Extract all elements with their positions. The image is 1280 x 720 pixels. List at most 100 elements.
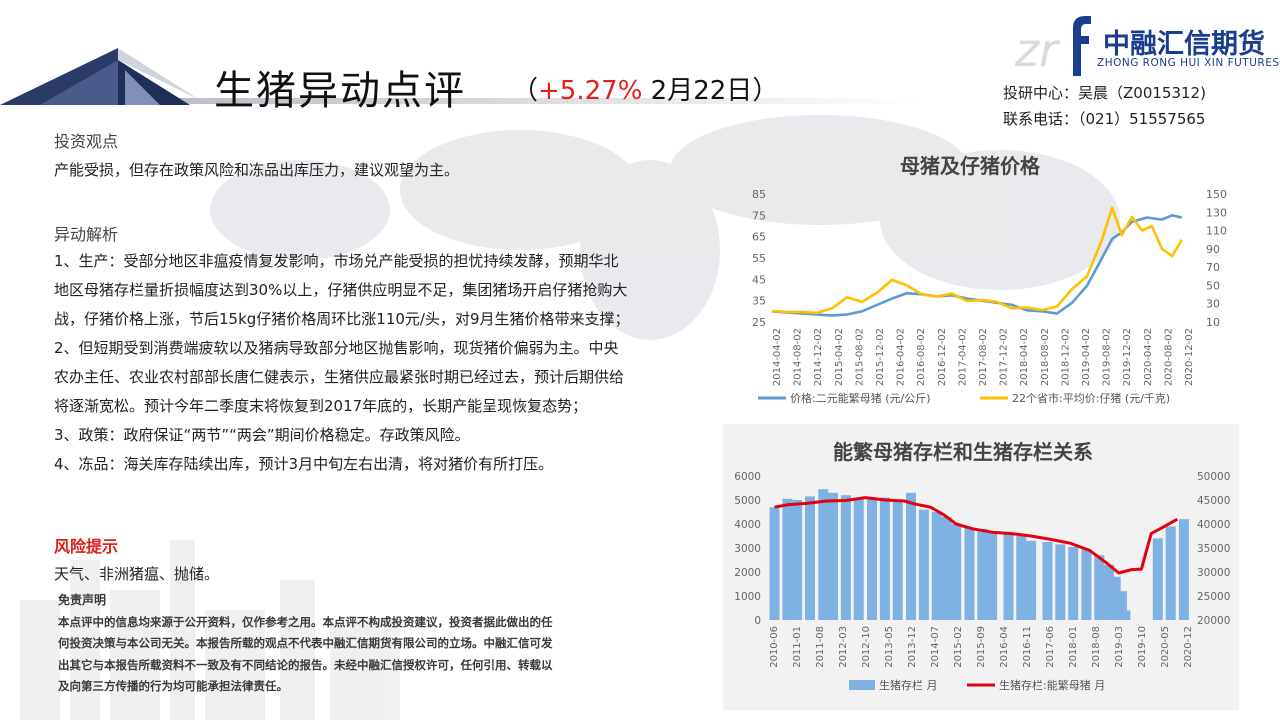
company-logo-icon: f <box>1067 16 1091 76</box>
analysis-line: 地区母猪存栏量折损幅度达到30%以上，仔猪供应明显不足，集团猪场开启仔猪抢购大 <box>54 281 628 299</box>
y-right-tick-label: 20000 <box>1197 615 1230 627</box>
svg-text:zr: zr <box>1014 23 1061 77</box>
bar <box>1042 542 1053 620</box>
x-tick-label: 2014-08-02 <box>793 328 804 386</box>
analysis-line: 2、但短期受到消费端疲软以及猪病导致部分地区抛售影响，现货猪价偏弱为主。中央 <box>54 339 619 357</box>
disclaimer-line: 出其它与本报告所载资料不一致及有不同结论的报告。未经中融汇信授权许可，任何引用、… <box>58 657 553 672</box>
bar <box>1094 555 1105 620</box>
bar <box>1003 533 1014 620</box>
bar <box>782 498 793 620</box>
y-left-tick-label: 65 <box>752 231 766 244</box>
bar <box>867 498 877 620</box>
bar <box>1104 564 1115 620</box>
analysis-body: 1、生产：受部分地区非瘟疫情复发影响，市场兑产能受损的担忧持续发酵，预期华北 地… <box>54 247 630 479</box>
view-heading: 投资观点 <box>54 132 119 151</box>
y-left-tick-label: 4000 <box>734 519 761 531</box>
series-line-1 <box>771 206 1183 315</box>
legend-label-sow: 价格:二元能繁母猪 (元/公斤) <box>790 391 931 405</box>
company-name-en: ZHONG RONG HUI XIN FUTURES <box>1097 57 1280 69</box>
bar <box>828 492 838 620</box>
bar <box>1116 591 1127 620</box>
x-tick-label: 2015-02 <box>953 626 964 668</box>
bar <box>1152 538 1163 620</box>
x-tick-label: 2019-12-02 <box>1122 328 1133 386</box>
change-percent: +5.27% <box>538 76 643 106</box>
sow-hog-inventory-chart: 0 1000 2000 3000 4000 5000 6000 20000 25000 30000… <box>734 471 1230 692</box>
bar <box>987 531 998 620</box>
paren-close: ） <box>752 76 779 106</box>
x-tick-label: 2010-06 <box>769 626 780 668</box>
x-tick-label: 2019-10 <box>1137 626 1148 668</box>
page-title: 生猪异动点评 <box>214 68 466 114</box>
disclaimer-line: 本点评中的信息均来源于公开资料，仅作参考之用。本点评不构成投资建议，投资者据此做… <box>58 614 553 629</box>
analysis-line: 3、政策：政府保证“两节”“两会”期间价格稳定。存政策风险。 <box>54 426 470 444</box>
y-right-tick-label: 40000 <box>1197 519 1230 531</box>
bar <box>964 527 975 620</box>
x-tick-label: 2018-08 <box>1091 626 1102 668</box>
chart1-title: 母猪及仔猪价格 <box>900 154 1040 178</box>
y-left-tick-label: 6000 <box>734 471 761 483</box>
y-right-tick-label: 10 <box>1206 316 1220 329</box>
x-tick-label: 2013-05 <box>884 626 895 668</box>
analysis-heading: 异动解析 <box>54 225 119 244</box>
disclaimer: 免责声明 本点评中的信息均来源于公开资料，仅作参考之用。本点评不构成投资建议，投… <box>58 590 638 698</box>
bar <box>1055 544 1066 620</box>
y-left-tick-label: 25 <box>752 316 766 329</box>
analysis-line: 农办主任、农业农村部部长唐仁健表示，生猪供应最紧张时期已经过去，预计后期供给 <box>54 368 625 386</box>
x-tick-label: 2020-08-02 <box>1163 328 1174 386</box>
x-tick-label: 2015-09 <box>976 626 987 668</box>
logo-letter: f <box>1067 73 1068 75</box>
x-tick-label: 2019-04-02 <box>1081 328 1092 386</box>
disclaimer-line: 何投资决策与本公司无关。本报告所载的观点不代表中融汇信期货有限公司的立场。中融汇… <box>58 636 553 650</box>
bar <box>1016 536 1027 620</box>
y-right-tick-label: 50 <box>1206 279 1220 292</box>
analysis-line: 战，仔猪价格上涨，节后15kg仔猪价格周环比涨110元/头，对9月生猪价格带来支… <box>54 310 630 328</box>
x-tick-label: 2011-01 <box>792 626 803 668</box>
disclaimer-heading: 免责声明 <box>58 593 107 607</box>
x-tick-label: 2018-01 <box>1068 626 1079 668</box>
bar <box>977 528 988 620</box>
x-tick-label: 2012-03 <box>838 626 849 668</box>
x-tick-label: 2020-12 <box>1183 626 1194 668</box>
chart2-title: 能繁母猪存栏和生猪存栏关系 <box>833 440 1093 464</box>
contact-phone: 联系电话：（021）51557565 <box>1003 110 1206 128</box>
y-left-tick-label: 2000 <box>734 567 761 579</box>
x-tick-label: 2020-04-02 <box>1143 328 1154 386</box>
y-left-tick-label: 3000 <box>734 543 761 555</box>
x-tick-label: 2017-12-02 <box>999 328 1010 386</box>
x-tick-label: 2018-08-02 <box>1040 328 1051 386</box>
bar <box>879 497 890 620</box>
y-right-tick-label: 70 <box>1206 261 1220 274</box>
y-right-tick-label: 30000 <box>1197 567 1230 579</box>
bar <box>1081 549 1092 620</box>
y-left-tick-label: 1000 <box>734 591 761 603</box>
x-tick-label: 2018-04-02 <box>1019 328 1030 386</box>
disclaimer-line: 及向第三方传播的行为均可能承担法律责任。 <box>58 679 288 693</box>
analysis-line: 将逐渐宽松。预计今年二季度末将恢复到2017年底的，长期产能呈现恢复态势； <box>54 397 588 415</box>
y-right-tick-label: 90 <box>1206 243 1220 256</box>
bar <box>1110 576 1121 620</box>
y-left-tick-label: 35 <box>752 295 766 308</box>
analysis-line: 1、生产：受部分地区非瘟疫情复发影响，市场兑产能受损的担忧持续发酵，预期华北 <box>54 252 619 270</box>
risk-heading: 风险提示 <box>54 537 119 556</box>
y-right-tick-label: 35000 <box>1197 543 1230 555</box>
bar <box>1026 540 1037 620</box>
x-tick-label: 2015-12-02 <box>875 328 886 386</box>
bar <box>918 509 929 620</box>
y-right-tick-label: 50000 <box>1197 471 1230 483</box>
y-right-tick-label: 150 <box>1206 188 1227 201</box>
y-right-tick-label: 30 <box>1206 298 1220 311</box>
y-right-tick-label: 25000 <box>1197 591 1230 603</box>
piglet-sow-price-chart: 25 35 45 55 65 75 85 10 30 50 70 90 110 130 150 2014-04… <box>752 188 1227 405</box>
x-tick-label: 2019-03 <box>1114 626 1125 668</box>
x-tick-label: 2013-12 <box>907 626 918 668</box>
analysis-line: 4、冻品：海关库存陆续出库，预计3月中旬左右出清，将对猪价有所打压。 <box>54 455 554 473</box>
y-left-tick-label: 5000 <box>734 495 761 507</box>
y-left-tick-label: 45 <box>752 273 766 286</box>
y-right-tick-label: 110 <box>1206 225 1227 238</box>
legend-swatch-hog <box>849 680 875 690</box>
x-tick-label: 2012-10 <box>861 626 872 668</box>
bar <box>906 492 916 620</box>
x-tick-label: 2019-08-02 <box>1102 328 1113 386</box>
x-tick-label: 2016-11 <box>1022 626 1033 668</box>
